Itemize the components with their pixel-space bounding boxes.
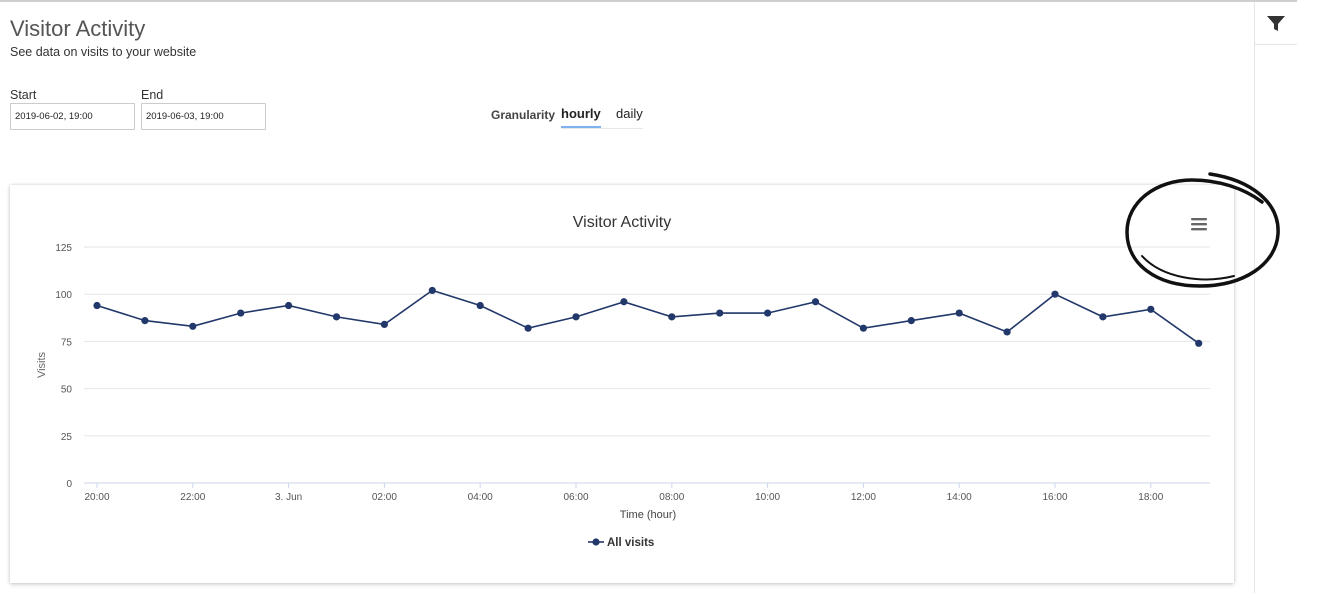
start-date-input[interactable] <box>10 103 135 130</box>
legend-label: All visits <box>607 537 654 549</box>
data-point[interactable] <box>907 317 915 325</box>
hand-drawn-circle-annotation <box>1125 172 1280 288</box>
x-axis-ticks: 20:00 22:00 3. Jun 02:00 04:00 06:00 08:00 10:0… <box>84 483 1164 503</box>
data-point[interactable] <box>811 298 820 306</box>
data-point[interactable] <box>1195 339 1203 347</box>
legend-item-all-visits[interactable]: All visits <box>588 537 654 549</box>
data-point[interactable] <box>955 309 963 317</box>
y-tick-label: 125 <box>55 243 72 254</box>
line-chart: 0 25 50 75 100 125 20:00 22:00 3. Jun 02:00 04:00… <box>36 213 1211 549</box>
tab-daily[interactable]: daily <box>616 106 643 121</box>
granularity-label: Granularity <box>491 108 556 122</box>
x-tick-label: 04:00 <box>468 492 493 503</box>
end-date-input[interactable] <box>141 103 266 130</box>
filter-icon <box>1267 16 1285 31</box>
chart-menu-button[interactable] <box>1187 213 1211 235</box>
data-point[interactable] <box>620 298 628 306</box>
page-subtitle: See data on visits to your website <box>10 45 197 59</box>
data-point[interactable] <box>237 309 245 317</box>
x-tick-label: 10:00 <box>755 492 780 503</box>
series-points <box>93 286 1203 347</box>
data-point[interactable] <box>668 313 676 321</box>
top-divider <box>0 0 1297 2</box>
x-tick-label: 16:00 <box>1042 492 1067 503</box>
x-tick-label: 3. Jun <box>275 492 302 503</box>
series-line-all-visits <box>96 289 1200 344</box>
chart-title: Visitor Activity <box>573 214 671 231</box>
x-tick-label: 14:00 <box>947 492 972 503</box>
page-title: Visitor Activity <box>10 16 146 41</box>
filter-divider <box>1255 44 1297 45</box>
chart-grid <box>84 246 1210 484</box>
data-point[interactable] <box>1051 290 1059 298</box>
granularity-underline <box>561 128 643 129</box>
x-tick-label: 02:00 <box>372 492 397 503</box>
data-point[interactable] <box>1003 328 1011 336</box>
data-point[interactable] <box>1099 313 1107 321</box>
data-point[interactable] <box>285 301 293 310</box>
y-tick-label: 25 <box>61 432 73 443</box>
data-point[interactable] <box>428 286 436 295</box>
x-tick-label: 20:00 <box>84 492 109 503</box>
y-axis-ticks: 0 25 50 75 100 125 <box>55 243 72 490</box>
x-tick-label: 18:00 <box>1138 492 1163 503</box>
data-point[interactable] <box>189 322 197 330</box>
hamburger-menu-icon <box>1191 218 1207 231</box>
data-point[interactable] <box>332 313 341 321</box>
x-tick-label: 08:00 <box>659 492 684 503</box>
x-tick-label: 06:00 <box>563 492 588 503</box>
data-point[interactable] <box>476 301 484 310</box>
data-point[interactable] <box>1147 305 1155 313</box>
chart-card: 0 25 50 75 100 125 20:00 22:00 3. Jun 02:00 04:00… <box>10 185 1234 583</box>
x-axis-title: Time (hour) <box>620 509 676 521</box>
data-point[interactable] <box>859 324 868 332</box>
filter-button[interactable] <box>1263 10 1289 36</box>
y-tick-label: 75 <box>61 337 73 348</box>
data-point[interactable] <box>764 309 772 317</box>
y-tick-label: 50 <box>61 385 73 396</box>
tab-hourly[interactable]: hourly <box>561 106 601 129</box>
y-tick-label: 100 <box>55 290 72 301</box>
data-point[interactable] <box>524 324 532 332</box>
start-label: Start <box>10 88 37 102</box>
data-point[interactable] <box>141 317 149 325</box>
x-tick-label: 12:00 <box>851 492 876 503</box>
y-axis-title: Visits <box>36 351 48 378</box>
data-point[interactable] <box>572 313 580 321</box>
x-tick-label: 22:00 <box>180 492 205 503</box>
data-point[interactable] <box>93 301 101 310</box>
data-point[interactable] <box>716 309 724 317</box>
data-point[interactable] <box>380 320 388 329</box>
y-tick-label: 0 <box>66 479 72 490</box>
legend-marker <box>592 538 600 546</box>
sidebar-divider <box>1254 2 1255 593</box>
end-label: End <box>141 88 164 102</box>
